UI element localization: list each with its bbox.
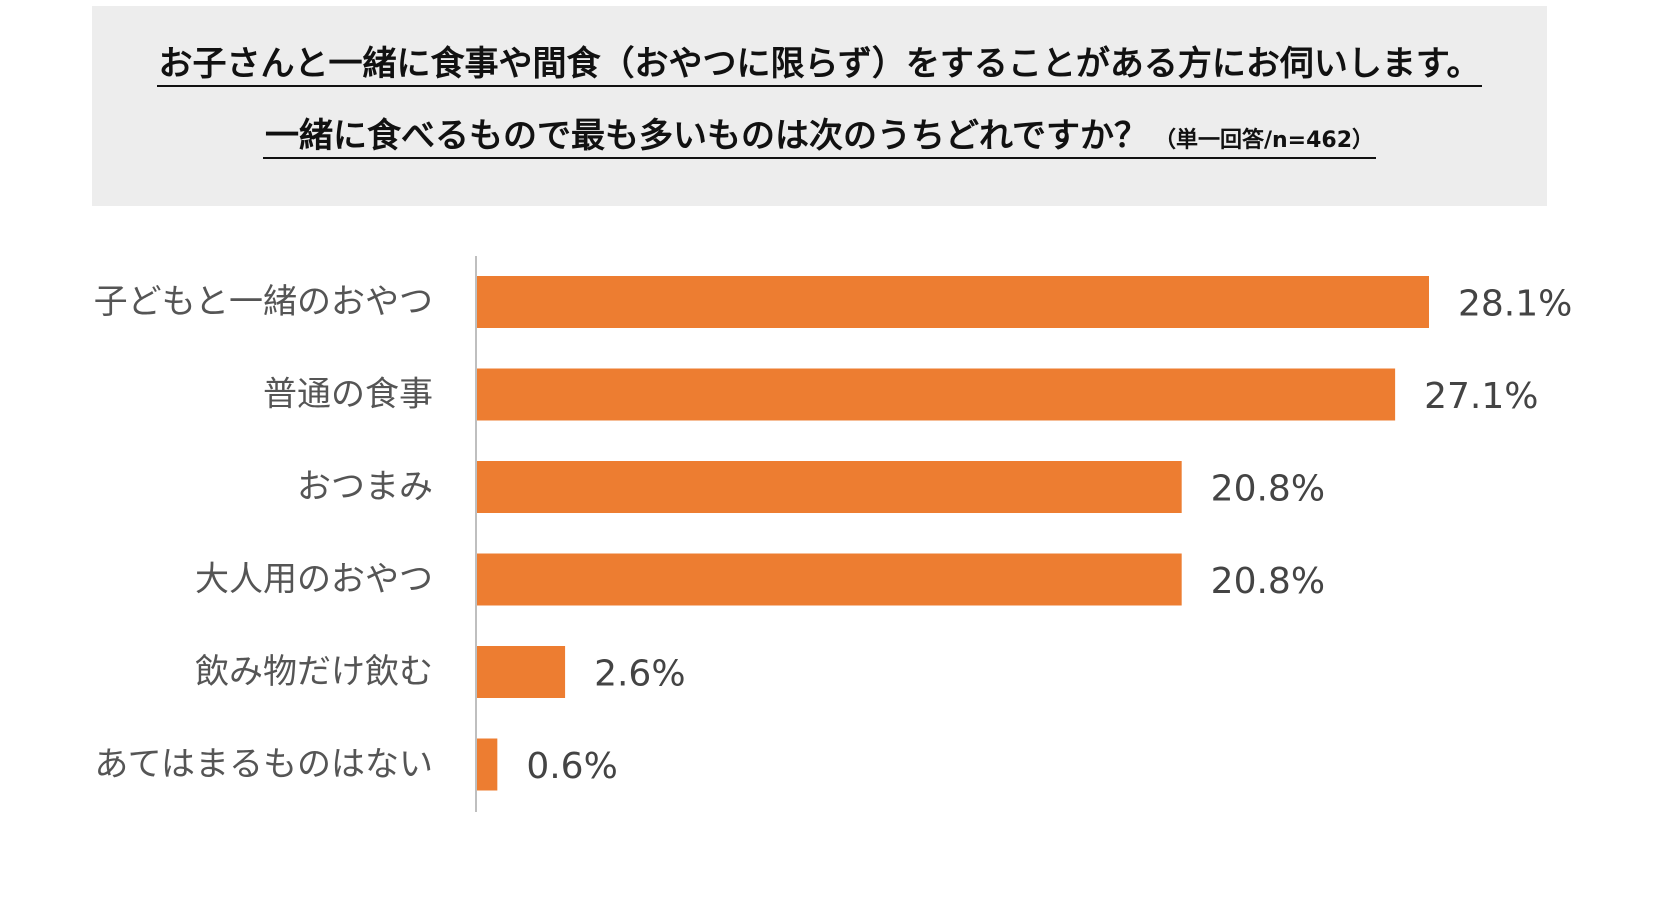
- category-label-4: 大人用のおやつ: [195, 560, 433, 600]
- bar-4: [477, 553, 1182, 606]
- value-label-6: 0.6%: [526, 746, 617, 787]
- category-label-1: 子どもと一緒のおやつ: [94, 282, 433, 322]
- category-label-3: おつまみ: [297, 467, 433, 507]
- chart-title-underline-2: 一緒に食べるもので最も多いものは次のうちどれですか？ （単一回答/n=462）: [262, 116, 1377, 160]
- title-box: お子さんと一緒に食事や間食（おやつに限らず）をすることがある方にお伺いします。 …: [92, 6, 1547, 206]
- value-label-1: 28.1%: [1458, 284, 1572, 325]
- bar-5: [477, 646, 566, 698]
- chart-note: （単一回答/n=462）: [1153, 128, 1375, 153]
- category-label-5: 飲み物だけ飲む: [195, 652, 433, 692]
- value-label-2: 27.1%: [1424, 376, 1538, 417]
- chart-title-text-1: お子さんと一緒に食事や間食（おやつに限らず）をすることがある方にお伺いします。: [156, 45, 1483, 88]
- chart-title-line-1: お子さんと一緒に食事や間食（おやつに限らず）をすることがある方にお伺いします。: [92, 44, 1547, 88]
- value-label-5: 2.6%: [594, 654, 685, 695]
- bar-1: [477, 276, 1429, 328]
- value-label-4: 20.8%: [1211, 561, 1325, 602]
- bar-2: [477, 368, 1396, 421]
- chart-title-text-2: 一緒に食べるもので最も多いものは次のうちどれですか？: [264, 116, 1148, 156]
- bar-6: [477, 738, 498, 791]
- chart-title-line-2: 一緒に食べるもので最も多いものは次のうちどれですか？ （単一回答/n=462）: [92, 116, 1547, 160]
- category-label-2: 普通の食事: [263, 375, 433, 415]
- value-label-3: 20.8%: [1211, 469, 1325, 510]
- bar-3: [477, 461, 1182, 513]
- category-label-6: あてはまるものはない: [94, 745, 433, 785]
